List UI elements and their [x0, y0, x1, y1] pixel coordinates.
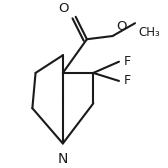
Text: F: F: [124, 55, 131, 68]
Text: N: N: [58, 152, 68, 165]
Text: F: F: [124, 74, 131, 87]
Text: O: O: [59, 2, 69, 15]
Text: CH₃: CH₃: [138, 26, 160, 39]
Text: O: O: [116, 20, 126, 33]
